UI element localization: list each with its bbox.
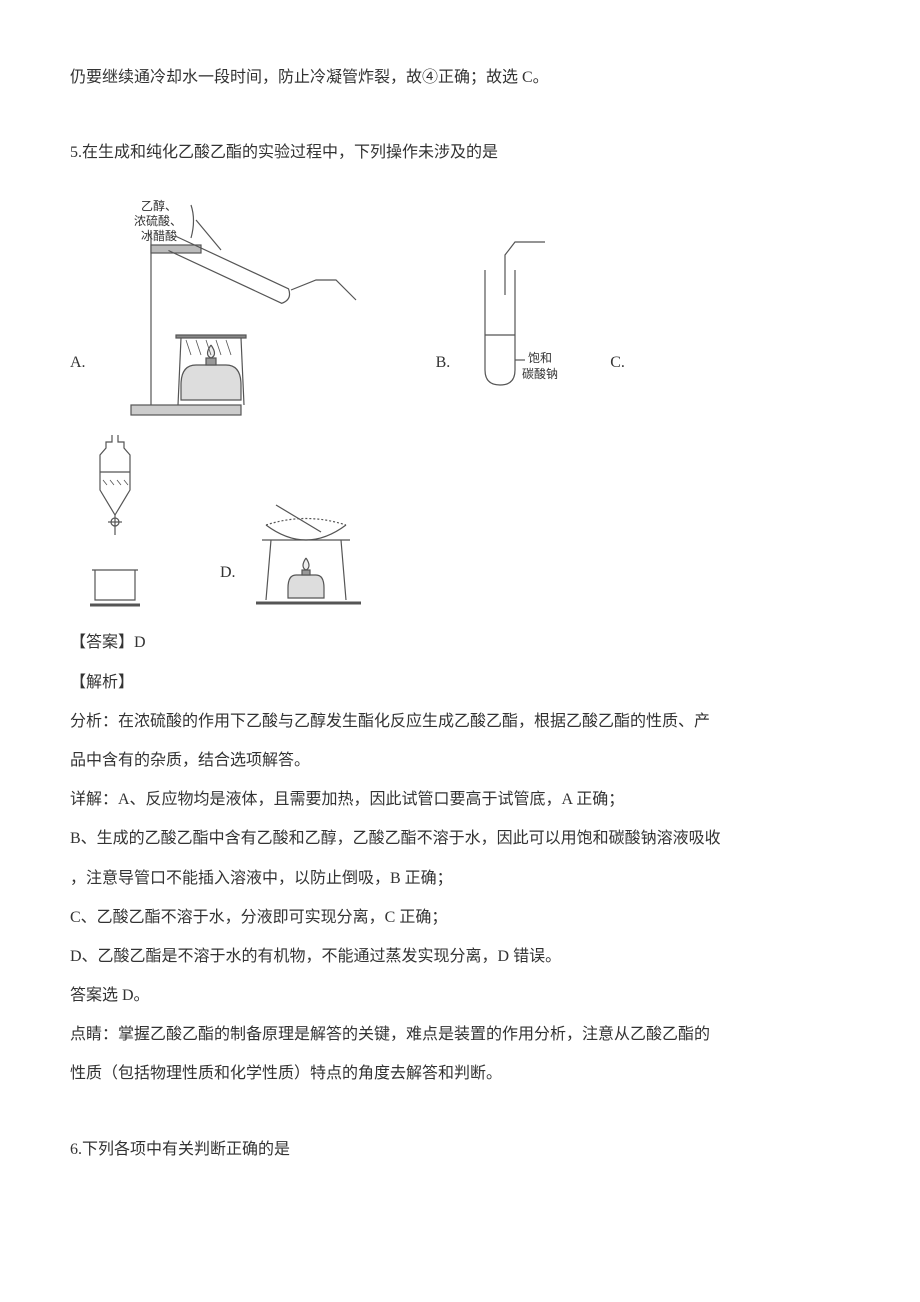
analysis-2: 品中含有的杂质，结合选项解答。 [70,743,850,778]
detail-1: 详解：A、反应物均是液体，且需要加热，因此试管口要高于试管底，A 正确； [70,782,850,817]
svg-text:乙醇、: 乙醇、 [141,198,177,213]
analysis-label: 【解析】 [70,665,850,700]
options-row-2: D. [70,430,850,610]
detail-3: ，注意导管口不能插入溶液中，以防止倒吸，B 正确； [70,861,850,896]
detail-4: C、乙酸乙酯不溶于水，分液即可实现分离，C 正确； [70,900,850,935]
diagram-c [70,430,170,610]
svg-text:碳酸钠: 碳酸钠 [522,366,558,381]
options-row-1: A. 乙醇、 浓硫酸、 冰醋酸 [70,190,850,420]
option-d-label: D. [220,555,236,610]
svg-text:冰醋酸: 冰醋酸 [141,228,177,243]
option-a-label: A. [70,345,86,420]
answer-line: 【答案】D [70,625,850,660]
diagram-b: 饱和 碳酸钠 [460,240,590,420]
detail-5: D、乙酸乙酯是不溶于水的有机物，不能通过蒸发实现分离，D 错误。 [70,939,850,974]
detail-2: B、生成的乙酸乙酯中含有乙酸和乙醇，乙酸乙酯不溶于水，因此可以用饱和碳酸钠溶液吸… [70,821,850,856]
context-line: 仍要继续通冷却水一段时间，防止冷凝管炸裂，故④正确；故选 C。 [70,60,850,95]
svg-text:浓硫酸、: 浓硫酸、 [134,213,182,228]
diagram-a: 乙醇、 浓硫酸、 冰醋酸 [96,190,376,420]
option-c-label: C. [610,345,625,420]
option-b-label: B. [436,345,451,420]
question-5-text: 5.在生成和纯化乙酸乙酯的实验过程中，下列操作未涉及的是 [70,135,850,170]
comment-2: 性质（包括物理性质和化学性质）特点的角度去解答和判断。 [70,1056,850,1091]
analysis-1: 分析：在浓硫酸的作用下乙酸与乙醇发生酯化反应生成乙酸乙酯，根据乙酸乙酯的性质、产 [70,704,850,739]
question-6-text: 6.下列各项中有关判断正确的是 [70,1132,850,1167]
diagram-d [246,500,371,610]
comment-1: 点睛：掌握乙酸乙酯的制备原理是解答的关键，难点是装置的作用分析，注意从乙酸乙酯的 [70,1017,850,1052]
svg-text:饱和: 饱和 [528,350,552,365]
detail-6: 答案选 D。 [70,978,850,1013]
